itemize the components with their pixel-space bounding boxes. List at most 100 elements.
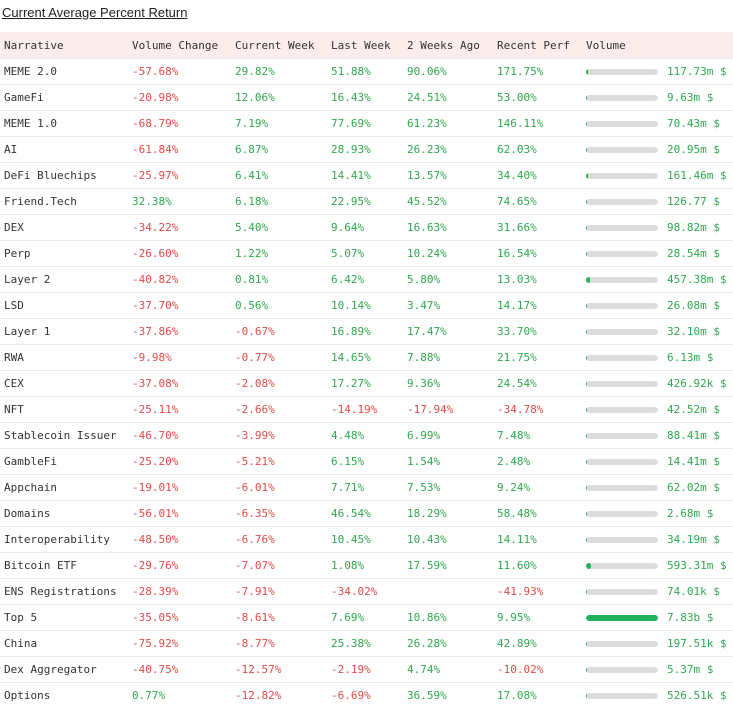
- volume-bar-fill: [586, 120, 588, 127]
- table-row[interactable]: Appchain -19.01% -6.01% 7.71% 7.53% 9.24% 62.0…: [0, 474, 733, 501]
- volume-bar-wrap: 62.02m $: [586, 481, 733, 494]
- table-row[interactable]: Interoperability -48.50% -6.76% 10.45% 10.43…: [0, 526, 733, 553]
- last-week-cell: 25.38%: [327, 630, 403, 657]
- column-header-current-week[interactable]: Current Week: [231, 32, 327, 59]
- volume-cell: 117.73m $: [582, 58, 733, 85]
- narrative-cell: MEME 2.0: [0, 58, 128, 85]
- column-header-two-weeks-ago[interactable]: 2 Weeks Ago: [403, 32, 493, 59]
- volume-bar-fill: [586, 276, 591, 283]
- recent-perf-cell: 33.70%: [493, 318, 582, 345]
- table-row[interactable]: AI -61.84% 6.87% 28.93% 26.23% 62.03% 20.95m $: [0, 136, 733, 163]
- table-row[interactable]: ENS Registrations -28.39% -7.91% -34.02% -41…: [0, 578, 733, 605]
- returns-table: Narrative Volume Change Current Week Las…: [0, 32, 733, 708]
- volume-cell: 28.54m $: [582, 240, 733, 267]
- current-week-cell: -8.77%: [231, 630, 327, 657]
- table-row[interactable]: DeFi Bluechips -25.97% 6.41% 14.41% 13.57% 34…: [0, 162, 733, 189]
- volume-bar-wrap: 98.82m $: [586, 221, 733, 234]
- volume-cell: 34.19m $: [582, 526, 733, 553]
- last-week-cell: 14.41%: [327, 162, 403, 189]
- two-weeks-ago-cell: 6.99%: [403, 422, 493, 449]
- volume-cell: 70.43m $: [582, 110, 733, 137]
- table-row[interactable]: RWA -9.98% -0.77% 14.65% 7.88% 21.75% 6.13m $: [0, 344, 733, 371]
- recent-perf-cell: 34.40%: [493, 162, 582, 189]
- two-weeks-ago-cell: [403, 578, 493, 605]
- recent-perf-cell: 171.75%: [493, 58, 582, 85]
- table-row[interactable]: DEX -34.22% 5.40% 9.64% 16.63% 31.66% 98.82m $: [0, 214, 733, 241]
- table-row[interactable]: Bitcoin ETF -29.76% -7.07% 1.08% 17.59% 11.60…: [0, 552, 733, 579]
- volume-change-cell: -40.82%: [128, 266, 231, 293]
- last-week-cell: 6.15%: [327, 448, 403, 475]
- recent-perf-cell: 42.89%: [493, 630, 582, 657]
- volume-cell: 14.41m $: [582, 448, 733, 475]
- current-week-cell: -12.57%: [231, 656, 327, 683]
- volume-value: 20.95m $: [667, 143, 720, 156]
- two-weeks-ago-cell: 36.59%: [403, 682, 493, 708]
- volume-bar-fill: [586, 250, 588, 257]
- table-row[interactable]: LSD -37.70% 0.56% 10.14% 3.47% 14.17% 26.08m $: [0, 292, 733, 319]
- volume-value: 32.10m $: [667, 325, 720, 338]
- table-row[interactable]: NFT -25.11% -2.66% -14.19% -17.94% -34.78% 42.…: [0, 396, 733, 423]
- table-row[interactable]: Friend.Tech 32.38% 6.18% 22.95% 45.52% 74.65%…: [0, 188, 733, 215]
- volume-bar: [586, 68, 658, 75]
- current-week-cell: 5.40%: [231, 214, 327, 241]
- table-row[interactable]: Dex Aggregator -40.75% -12.57% -2.19% 4.74% -…: [0, 656, 733, 683]
- column-header-narrative[interactable]: Narrative: [0, 32, 128, 59]
- last-week-cell: 10.14%: [327, 292, 403, 319]
- volume-change-cell: -56.01%: [128, 500, 231, 527]
- volume-cell: 5.37m $: [582, 656, 733, 683]
- volume-cell: 426.92k $: [582, 370, 733, 397]
- recent-perf-cell: 24.54%: [493, 370, 582, 397]
- volume-bar-wrap: 126.77 $: [586, 195, 733, 208]
- recent-perf-cell: 31.66%: [493, 214, 582, 241]
- volume-bar-fill: [586, 458, 588, 465]
- table-row[interactable]: Stablecoin Issuer -46.70% -3.99% 4.48% 6.99%…: [0, 422, 733, 449]
- volume-bar-fill: [586, 432, 588, 439]
- table-row[interactable]: MEME 2.0 -57.68% 29.82% 51.88% 90.06% 171.75%…: [0, 58, 733, 85]
- narrative-cell: China: [0, 630, 128, 657]
- column-header-volume[interactable]: Volume: [582, 32, 733, 59]
- last-week-cell: 16.89%: [327, 318, 403, 345]
- table-row[interactable]: GameFi -20.98% 12.06% 16.43% 24.51% 53.00% 9.6…: [0, 84, 733, 111]
- last-week-cell: 4.48%: [327, 422, 403, 449]
- volume-bar-wrap: 197.51k $: [586, 637, 733, 650]
- column-header-recent-perf[interactable]: Recent Perf: [493, 32, 582, 59]
- volume-change-cell: -61.84%: [128, 136, 231, 163]
- volume-bar-fill: [586, 640, 588, 647]
- recent-perf-cell: -34.78%: [493, 396, 582, 423]
- volume-bar-fill: [586, 328, 588, 335]
- table-row[interactable]: Layer 2 -40.82% 0.81% 6.42% 5.80% 13.03% 457.3…: [0, 266, 733, 293]
- table-row[interactable]: Layer 1 -37.86% -0.67% 16.89% 17.47% 33.70% 32…: [0, 318, 733, 345]
- table-row[interactable]: Domains -56.01% -6.35% 46.54% 18.29% 58.48% 2.…: [0, 500, 733, 527]
- table-row[interactable]: Perp -26.60% 1.22% 5.07% 10.24% 16.54% 28.54m …: [0, 240, 733, 267]
- recent-perf-cell: 16.54%: [493, 240, 582, 267]
- current-week-cell: 0.81%: [231, 266, 327, 293]
- volume-value: 74.01k $: [667, 585, 720, 598]
- table-row[interactable]: Options 0.77% -12.82% -6.69% 36.59% 17.08% 526…: [0, 682, 733, 708]
- two-weeks-ago-cell: 45.52%: [403, 188, 493, 215]
- volume-value: 14.41m $: [667, 455, 720, 468]
- column-header-volume-change[interactable]: Volume Change: [128, 32, 231, 59]
- volume-change-cell: -35.05%: [128, 604, 231, 631]
- volume-bar-fill: [586, 68, 589, 75]
- volume-cell: 20.95m $: [582, 136, 733, 163]
- last-week-cell: 28.93%: [327, 136, 403, 163]
- narrative-cell: DeFi Bluechips: [0, 162, 128, 189]
- table-row[interactable]: China -75.92% -8.77% 25.38% 26.28% 42.89% 197.…: [0, 630, 733, 657]
- table-row[interactable]: Top 5 -35.05% -8.61% 7.69% 10.86% 9.95% 7.83b …: [0, 604, 733, 631]
- page-title[interactable]: Current Average Percent Return: [2, 5, 188, 20]
- volume-bar-wrap: 5.37m $: [586, 663, 733, 676]
- narrative-cell: Domains: [0, 500, 128, 527]
- table-row[interactable]: MEME 1.0 -68.79% 7.19% 77.69% 61.23% 146.11% 7…: [0, 110, 733, 137]
- volume-bar-fill: [586, 146, 588, 153]
- two-weeks-ago-cell: 18.29%: [403, 500, 493, 527]
- volume-bar-fill: [586, 536, 588, 543]
- volume-value: 2.68m $: [667, 507, 714, 520]
- current-week-cell: -5.21%: [231, 448, 327, 475]
- table-row[interactable]: CEX -37.08% -2.08% 17.27% 9.36% 24.54% 426.92k…: [0, 370, 733, 397]
- volume-value: 526.51k $: [667, 689, 727, 702]
- current-week-cell: -0.77%: [231, 344, 327, 371]
- volume-change-cell: -57.68%: [128, 58, 231, 85]
- volume-bar-fill: [586, 354, 588, 361]
- table-row[interactable]: GambleFi -25.20% -5.21% 6.15% 1.54% 2.48% 14.4…: [0, 448, 733, 475]
- column-header-last-week[interactable]: Last Week: [327, 32, 403, 59]
